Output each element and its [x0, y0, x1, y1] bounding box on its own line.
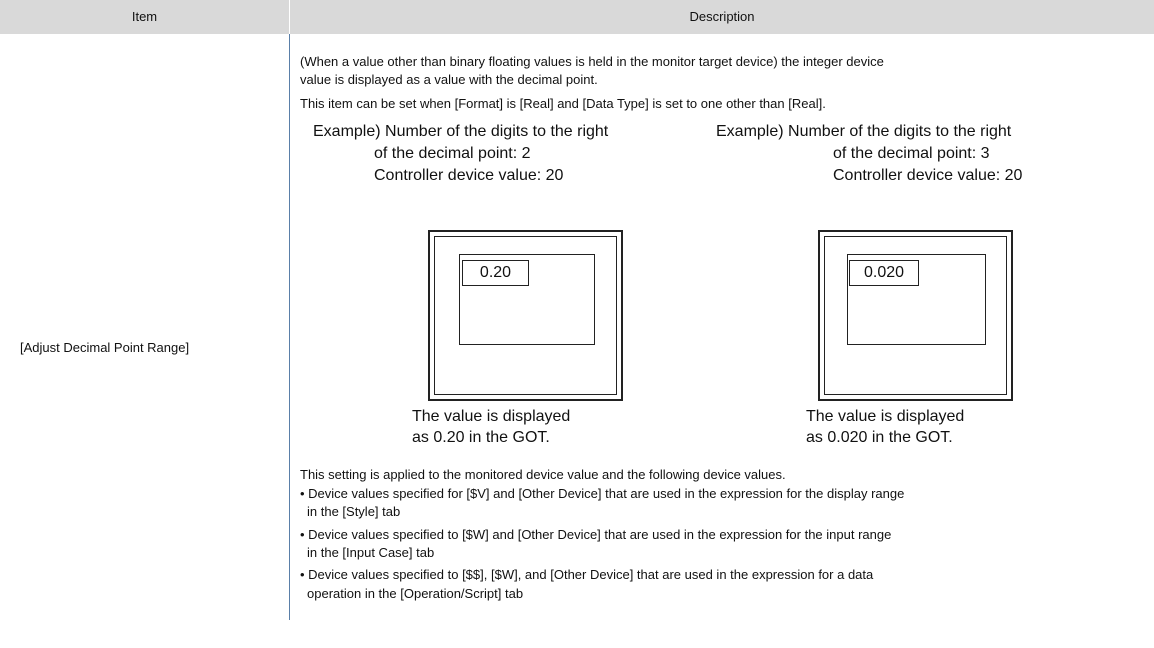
caption-line: The value is displayed [412, 408, 571, 425]
screen-value: 0.020 [849, 260, 919, 286]
text-line: This item can be set when [Format] is [R… [300, 96, 826, 111]
text-line: (When a value other than binary floating… [300, 54, 884, 69]
example-line: Controller device value: 20 [833, 167, 1023, 184]
got-frame [428, 230, 623, 401]
example-line: Controller device value: 20 [374, 167, 564, 184]
got-frame [818, 230, 1013, 401]
got-bezel [824, 236, 1007, 395]
caption-line: as 0.20 in the GOT. [412, 429, 550, 446]
got-bezel [434, 236, 617, 395]
example-line: Example) Number of the digits to the rig… [313, 123, 609, 140]
header-cell: Description [689, 9, 755, 24]
screen-value: 0.20 [462, 260, 529, 286]
header-cell: Item [131, 9, 158, 24]
caption-line: as 0.020 in the GOT. [806, 429, 953, 446]
example-line: Example) Number of the digits to the rig… [716, 123, 1012, 140]
bullet-line: in the [Input Case] tab [307, 545, 435, 560]
table-header: Item Description [0, 0, 1154, 35]
bullet-line: operation in the [Operation/Script] tab [307, 586, 524, 601]
example-line: of the decimal point: 2 [374, 145, 531, 162]
bullet-line: in the [Style] tab [307, 504, 401, 519]
got-screen [459, 254, 595, 345]
caption-line: The value is displayed [806, 408, 965, 425]
header-divider [289, 0, 290, 34]
text-line: value is displayed as a value with the d… [300, 72, 598, 87]
bullet-line: • Device values specified to [$W] and [O… [300, 527, 892, 542]
example-line: of the decimal point: 3 [833, 145, 990, 162]
text-line: This setting is applied to the monitored… [300, 467, 786, 482]
item-cell: [Adjust Decimal Point Range] [20, 340, 190, 355]
bullet-line: • Device values specified for [$V] and [… [300, 486, 905, 501]
bullet-line: • Device values specified to [$$], [$W],… [300, 567, 874, 582]
column-divider [289, 34, 290, 620]
got-screen [847, 254, 986, 345]
